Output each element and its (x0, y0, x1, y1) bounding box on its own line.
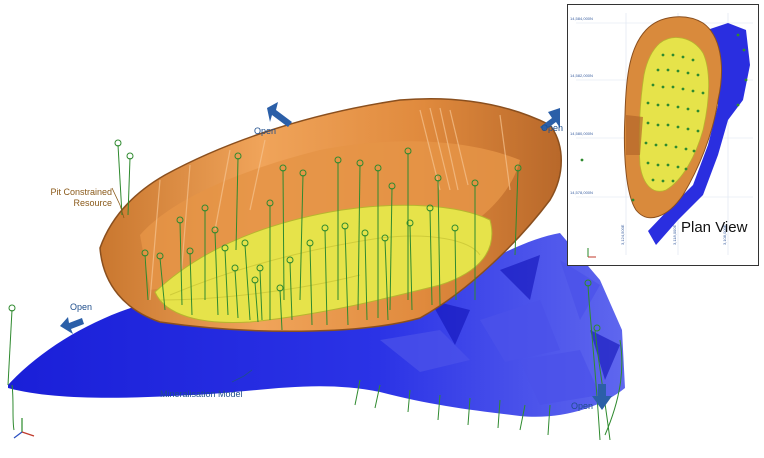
northing-label: 14,582,000N (570, 73, 593, 78)
plan-view-title: Plan View (681, 219, 748, 236)
easting-label: 3,118,000E (672, 224, 677, 245)
northing-label: 14,578,000N (570, 190, 593, 195)
mm-label-leader (231, 369, 253, 383)
arrow-icon (60, 102, 612, 410)
open-label-left: Open (70, 302, 93, 312)
open-label-right: Open (541, 123, 564, 133)
plan-view-inset[interactable]: 14,584,000N 14,582,000N 14,580,000N 14,5… (567, 4, 759, 266)
inset-pit (623, 16, 723, 219)
drillholes (7, 139, 623, 441)
arrow-icon-bottom (592, 384, 612, 410)
open-label-bottom: Open (571, 401, 594, 411)
inset-axis-icon (587, 248, 596, 258)
open-label-top: Open (254, 126, 277, 136)
easting-label: 3,124,500E (620, 224, 625, 245)
mineralisation-model-label: Mineralisation Model (160, 389, 243, 399)
arrow-icon-top (267, 102, 292, 127)
pit-shell (99, 97, 562, 333)
inset-drillhole-collars (580, 33, 748, 202)
northing-label: 14,584,000N (570, 16, 593, 21)
arrow-icon-right (540, 108, 560, 131)
pit-constrained-resource-label: Pit Constrained Resource (50, 187, 112, 208)
pit-label-leader (111, 187, 125, 219)
arrow-icon-left (60, 317, 84, 334)
northing-label: 14,580,000N (570, 131, 593, 136)
inset-mineralisation (648, 23, 750, 245)
axis-triad-icon (13, 418, 35, 439)
